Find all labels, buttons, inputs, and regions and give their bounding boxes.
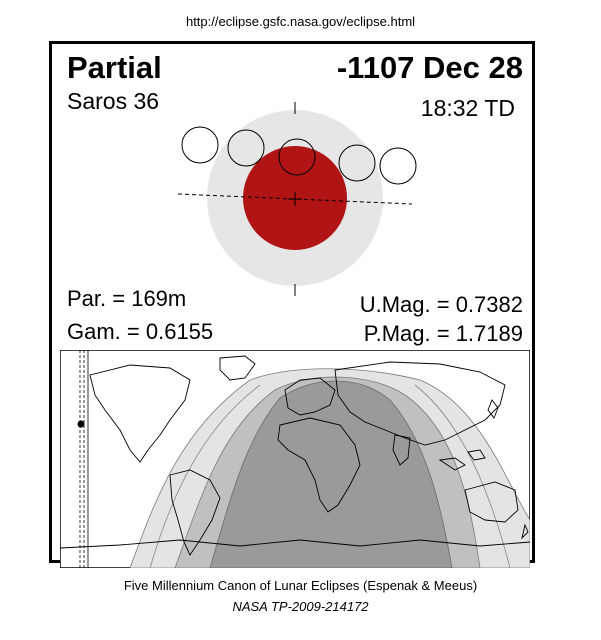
source-url: http://eclipse.gsfc.nasa.gov/eclipse.htm… [185, 14, 416, 29]
visibility-map [60, 350, 530, 568]
gamma-value: Gam. = 0.6155 [67, 319, 214, 344]
partial-duration: Par. = 169m [67, 286, 187, 311]
total-visibility-zone [209, 380, 453, 568]
moon-zenith-marker [77, 420, 85, 428]
moon-position-1 [181, 126, 219, 164]
canon-credit: Five Millennium Canon of Lunar Eclipses … [123, 578, 478, 593]
visibility-curve-west [149, 384, 261, 568]
umbral-magnitude: U.Mag. = 0.7382 [359, 292, 523, 317]
moon-position-3 [278, 138, 316, 176]
moon-position-5 [379, 147, 417, 185]
shadow-diagram [177, 102, 417, 296]
continent-outlines [60, 355, 530, 556]
saros-number: Saros 36 [67, 88, 160, 114]
penumbral-magnitude: P.Mag. = 1.7189 [363, 321, 523, 346]
moon-position-2 [227, 129, 265, 167]
publication-id: NASA TP-2009-214172 [232, 599, 369, 614]
visibility-curve-east [414, 384, 511, 568]
eclipse-type: Partial [67, 50, 162, 85]
moon-position-4 [338, 144, 376, 182]
eclipse-date: -1107 Dec 28 [336, 50, 523, 85]
eclipse-time: 18:32 TD [420, 95, 515, 121]
